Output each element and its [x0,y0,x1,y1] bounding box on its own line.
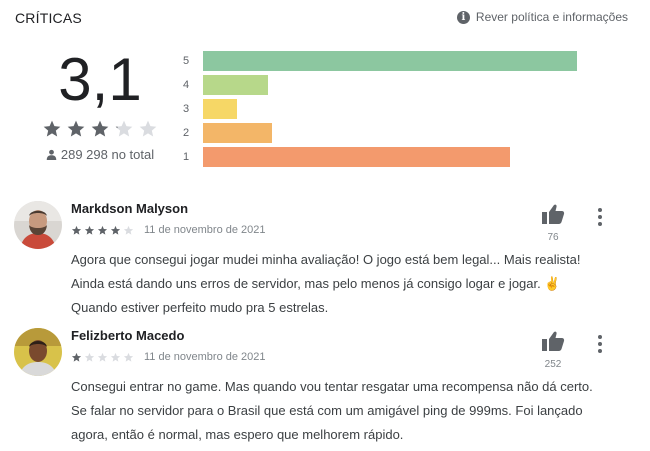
histogram-row: 4 [183,73,623,97]
like-count: 76 [547,232,559,243]
histogram-row: 5 [183,49,623,73]
more-options-button[interactable] [593,208,607,229]
total-reviews-label: 289 298 no total [60,147,155,162]
section-title: CRÍTICAS [15,10,82,26]
histogram-bar-5 [203,51,577,71]
thumbs-up-button[interactable]: 252 [540,330,566,370]
star-icon [110,352,121,362]
avatar [14,328,62,376]
review-meta: 11 de novembro de 2021 [71,224,266,236]
star-icon [84,352,95,362]
histogram-track [203,147,623,167]
histogram-track [203,99,623,119]
star-icon [123,352,134,362]
review-text-line: Ainda está dando uns erros de servidor, … [71,276,561,291]
histogram-bar-4 [203,75,269,95]
star-icon [110,225,121,235]
thumbs-up-icon [542,204,565,224]
rating-stars [20,119,180,139]
histogram-bar-2 [203,123,273,143]
review-text-line: Se falar no servidor para o Brasil que e… [71,403,583,418]
more-options-button[interactable] [593,335,607,356]
review-text-line: Agora que consegui jogar mudei minha ava… [71,252,581,267]
histogram-track [203,51,623,71]
star-icon [67,120,85,137]
star-icon [97,225,108,235]
policy-link-label: Rever política e informações [475,10,628,24]
star-icon [84,225,95,235]
histogram-track [203,75,623,95]
total-reviews: 289 298 no total [20,147,180,162]
review-stars [71,225,134,236]
policy-link[interactable]: i Rever política e informações [456,10,628,24]
histogram-label: 4 [183,79,190,91]
person-icon [46,149,57,160]
histogram-track [203,123,623,143]
like-count: 252 [544,359,562,370]
review-date: 11 de novembro de 2021 [144,351,266,363]
star-icon [71,225,82,235]
star-icon [71,352,82,362]
histogram-label: 5 [183,55,190,67]
rating-summary: 3,1 289 298 no total [20,45,180,162]
histogram-bar-3 [203,99,237,119]
star-icon [97,352,108,362]
histogram-label: 2 [183,127,190,139]
rating-histogram: 5 4 3 2 1 [183,49,623,169]
histogram-bar-1 [203,147,510,167]
review-text: Agora que consegui jogar mudei minha ava… [71,248,636,320]
star-icon [115,120,133,137]
review-stars [71,352,134,363]
histogram-label: 1 [183,151,190,163]
review-text: Consegui entrar no game. Mas quando vou … [71,375,636,447]
review-text-line: agora, então é normal, mas espero que me… [71,427,404,442]
review-meta: 11 de novembro de 2021 [71,351,266,363]
histogram-row: 3 [183,97,623,121]
reviewer-name: Felizberto Macedo [71,328,185,343]
histogram-label: 3 [183,103,190,115]
star-icon [43,120,61,137]
histogram-row: 1 [183,145,623,169]
rating-value: 3,1 [58,46,142,113]
star-icon [91,120,109,137]
review-date: 11 de novembro de 2021 [144,224,266,236]
review-text-line: Quando estiver perfeito mudo pra 5 estre… [71,300,329,315]
thumbs-up-button[interactable]: 76 [540,203,566,243]
thumbs-up-icon [542,331,565,351]
info-icon: i [456,10,470,24]
reviewer-name: Markdson Malyson [71,201,189,216]
histogram-row: 2 [183,121,623,145]
star-icon [139,120,157,137]
avatar [14,201,62,249]
review-text-line: Consegui entrar no game. Mas quando vou … [71,379,593,394]
star-icon [123,225,134,235]
